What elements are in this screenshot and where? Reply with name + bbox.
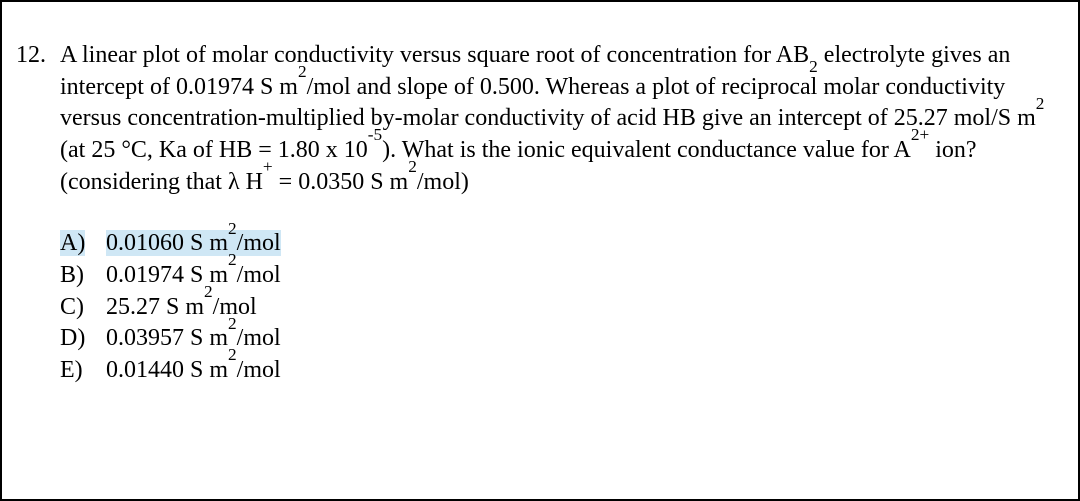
options-list: A)0.01060 S m2/molB)0.01974 S m2/molC)25… xyxy=(60,228,1050,386)
option-text: 0.03957 S m2/mol xyxy=(106,323,281,355)
option-letter: A) xyxy=(60,228,106,260)
option-letter: C) xyxy=(60,292,106,324)
option-row: A)0.01060 S m2/mol xyxy=(60,228,1050,260)
option-text: 0.01440 S m2/mol xyxy=(106,355,281,387)
question-text: A linear plot of molar conductivity vers… xyxy=(60,40,1050,198)
option-row: D)0.03957 S m2/mol xyxy=(60,323,1050,355)
option-letter: B) xyxy=(60,260,106,292)
question-number: 12. xyxy=(16,40,60,71)
question-row: 12. A linear plot of molar conductivity … xyxy=(16,40,1050,198)
page-container: 12. A linear plot of molar conductivity … xyxy=(0,0,1080,501)
option-text: 0.01974 S m2/mol xyxy=(106,260,281,292)
option-letter: E) xyxy=(60,355,106,387)
option-row: E)0.01440 S m2/mol xyxy=(60,355,1050,387)
option-letter: D) xyxy=(60,323,106,355)
option-text: 0.01060 S m2/mol xyxy=(106,228,281,260)
option-row: C)25.27 S m2/mol xyxy=(60,292,1050,324)
